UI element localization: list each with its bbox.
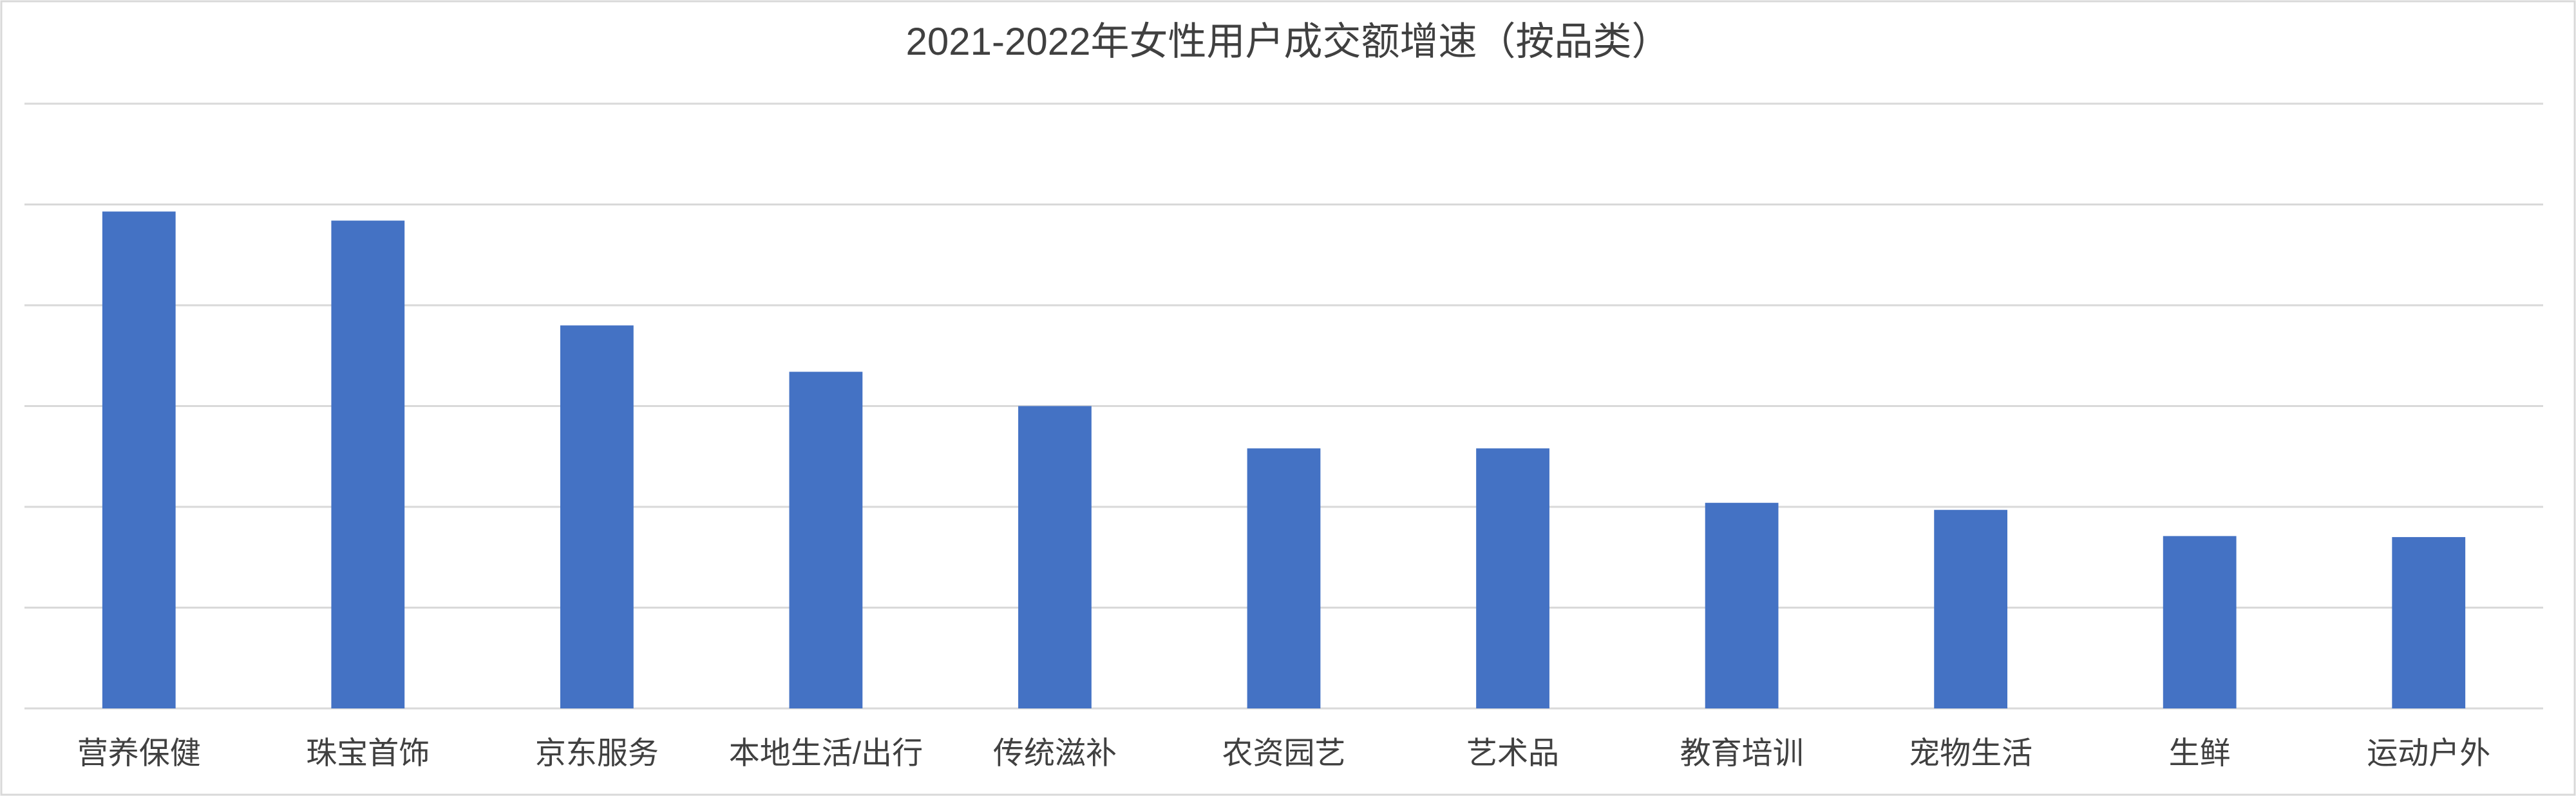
bar	[1705, 502, 1779, 708]
x-tick-label: 艺术品	[1466, 737, 1559, 771]
x-tick-label: 珠宝首饰	[306, 737, 430, 771]
x-tick-label: 传统滋补	[993, 737, 1117, 771]
bar	[560, 325, 634, 708]
x-tick-label: 农资园艺	[1222, 737, 1345, 771]
x-tick-label: 营养保健	[77, 737, 201, 771]
bar	[1934, 509, 2008, 708]
bar	[789, 372, 863, 708]
bar	[1476, 448, 1549, 708]
x-tick-label: 宠物生活	[1909, 737, 2032, 771]
bar	[2163, 536, 2237, 708]
bar	[1018, 406, 1092, 708]
x-tick-label: 本地生活/出行	[729, 737, 923, 771]
bar	[1247, 448, 1321, 708]
bar	[331, 220, 405, 708]
bar	[102, 211, 176, 709]
x-tick-label: 生鲜	[2169, 737, 2231, 771]
x-tick-label: 运动户外	[2367, 737, 2490, 771]
x-tick-label: 教育培训	[1680, 737, 1804, 771]
chart-title: 2021-2022年女性用户成交额增速（按品类）	[906, 20, 1671, 63]
x-tick-label: 京东服务	[535, 737, 659, 771]
bar	[2392, 536, 2466, 708]
